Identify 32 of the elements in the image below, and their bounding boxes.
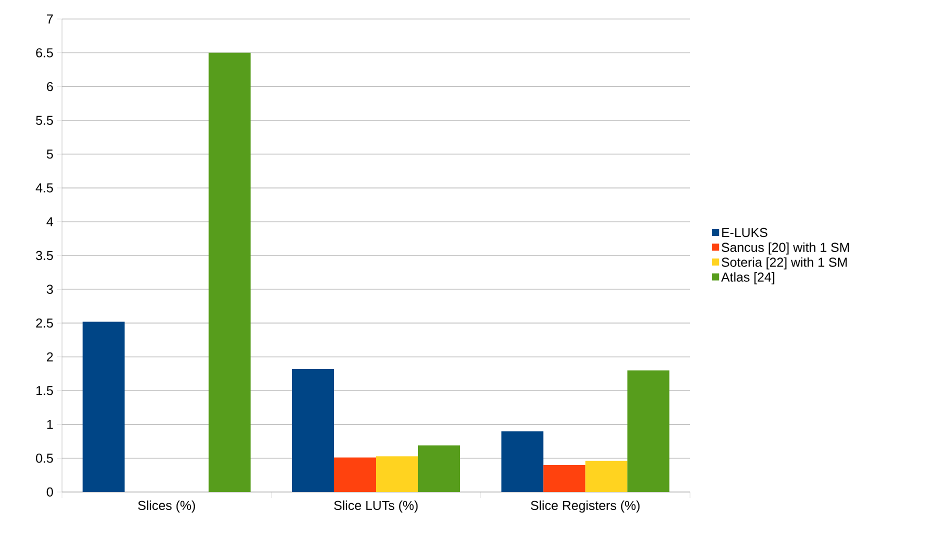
y-tick-label: 4.5: [36, 183, 53, 192]
legend-label: Sancus [20] with 1 SM: [722, 242, 849, 255]
bar: [585, 460, 628, 492]
bar: [292, 369, 334, 492]
legend-label: Atlas [24]: [721, 272, 774, 284]
y-tick-label: 2: [46, 352, 53, 362]
y-tick-label: 6.5: [36, 48, 53, 58]
y-tick-label: 0: [46, 487, 53, 497]
bar: [334, 458, 376, 492]
y-tick-label: 4: [46, 217, 54, 226]
legend-label: E-LUKS: [722, 228, 768, 238]
y-tick-label: 0.5: [36, 454, 53, 463]
y-tick-label: 7: [46, 14, 53, 24]
x-tick-label: Slice Registers (%): [530, 500, 640, 513]
bar: [208, 52, 251, 492]
bar: [627, 370, 670, 492]
x-tick-label: Slices (%): [138, 500, 195, 513]
bar: [501, 431, 544, 492]
y-tick-label: 5: [46, 150, 53, 159]
bar: [376, 456, 418, 492]
y-tick-label: 6: [46, 82, 53, 92]
y-tick-label: 3: [46, 284, 53, 294]
y-tick-label: 1: [47, 420, 53, 429]
y-tick-label: 2.5: [36, 318, 53, 328]
x-tick-label: Slice LUTs (%): [334, 500, 418, 513]
y-tick-label: 5.5: [36, 116, 53, 125]
y-tick-label: 1.5: [36, 386, 53, 396]
bar: [82, 322, 125, 492]
y-tick-label: 3.5: [36, 250, 53, 260]
bar: [418, 445, 460, 492]
legend-label: Soteria [22] with 1 SM: [722, 257, 847, 270]
bar: [543, 464, 586, 492]
